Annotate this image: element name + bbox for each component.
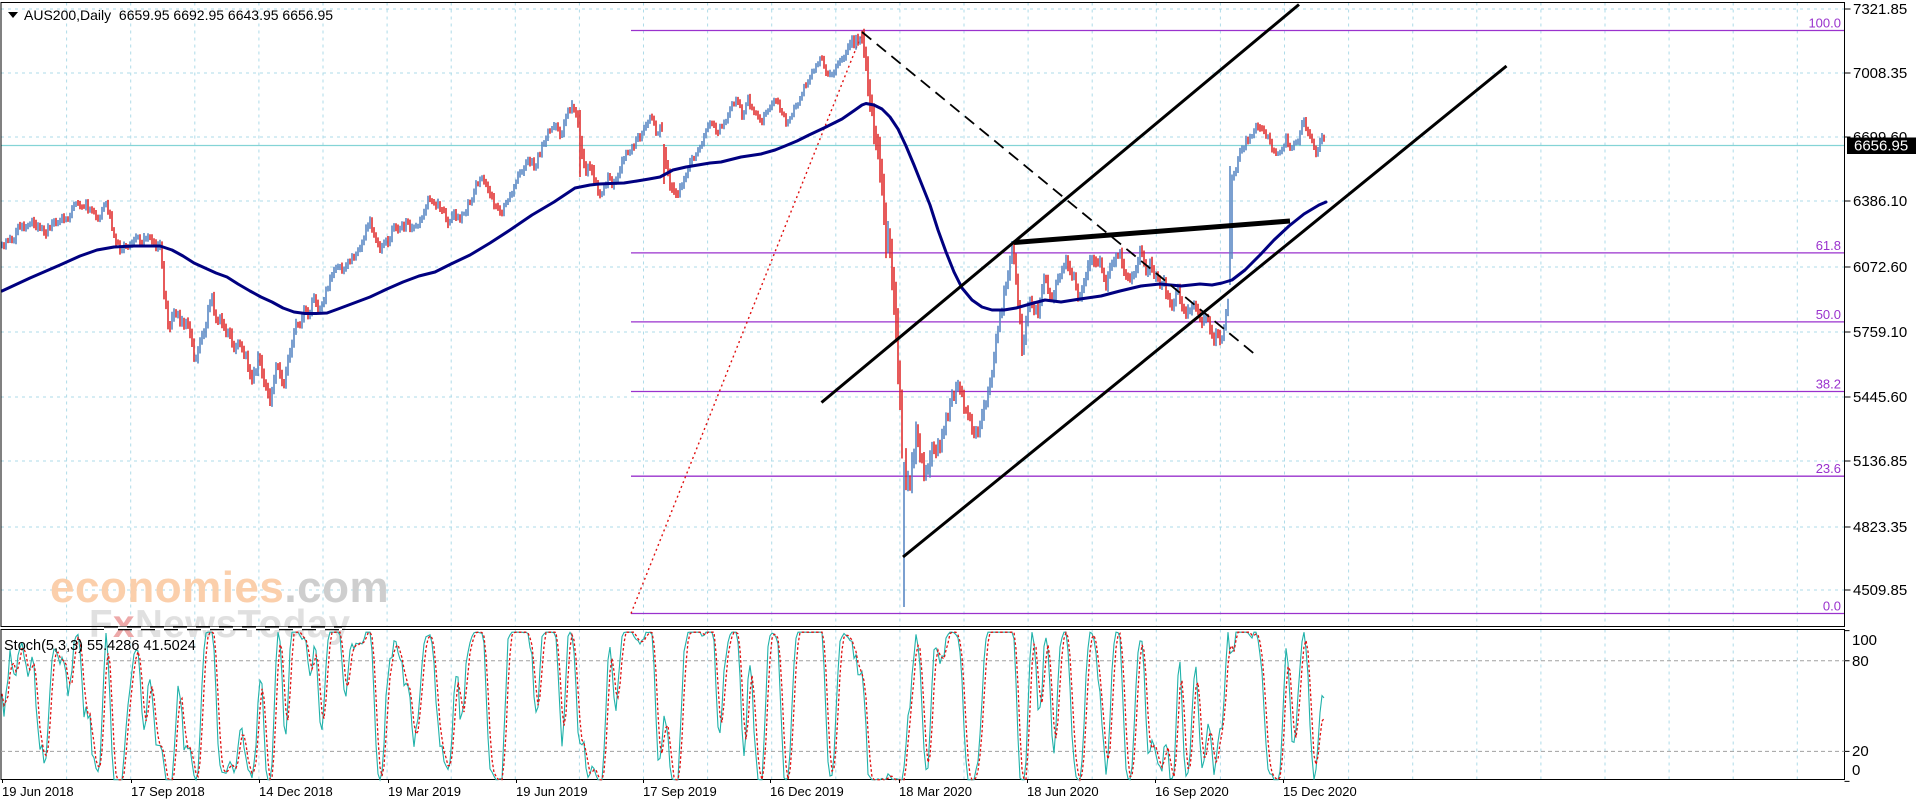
svg-text:50.0: 50.0 [1816,307,1841,322]
svg-text:17 Sep 2019: 17 Sep 2019 [643,784,717,799]
svg-text:14 Dec 2018: 14 Dec 2018 [259,784,333,799]
svg-text:38.2: 38.2 [1816,377,1841,392]
svg-text:7321.85: 7321.85 [1853,1,1907,18]
svg-text:5445.60: 5445.60 [1853,389,1907,406]
svg-text:19 Jun 2018: 19 Jun 2018 [2,784,74,799]
svg-text:16 Sep 2020: 16 Sep 2020 [1155,784,1229,799]
svg-text:0: 0 [1852,762,1860,779]
svg-text:100.0: 100.0 [1808,16,1841,31]
svg-text:5759.10: 5759.10 [1853,324,1907,341]
svg-text:19 Jun 2019: 19 Jun 2019 [516,784,588,799]
svg-text:19 Mar 2019: 19 Mar 2019 [388,784,461,799]
svg-text:6386.10: 6386.10 [1853,193,1907,210]
svg-text:23.6: 23.6 [1816,461,1841,476]
svg-text:FxNewsToday: FxNewsToday [89,603,351,646]
svg-text:6072.60: 6072.60 [1853,259,1907,276]
svg-text:6656.95: 6656.95 [1854,138,1908,155]
svg-text:4823.35: 4823.35 [1853,519,1907,536]
svg-text:100: 100 [1852,632,1877,649]
svg-text:economies.com: economies.com [50,563,389,612]
svg-text:17 Sep 2018: 17 Sep 2018 [131,784,205,799]
svg-text:0.0: 0.0 [1823,599,1841,614]
svg-text:4509.85: 4509.85 [1853,582,1907,599]
svg-text:20: 20 [1852,743,1869,760]
svg-text:15 Dec 2020: 15 Dec 2020 [1283,784,1357,799]
svg-text:AUS200,Daily 6659.95 6692.95: AUS200,Daily 6659.95 6692.95 6643.95 665… [24,7,333,23]
svg-text:16 Dec 2019: 16 Dec 2019 [770,784,844,799]
svg-text:7008.35: 7008.35 [1853,65,1907,82]
svg-text:5136.85: 5136.85 [1853,453,1907,470]
svg-text:18 Mar 2020: 18 Mar 2020 [899,784,972,799]
svg-text:Stoch(5,3,3) 55.4286 41.5024: Stoch(5,3,3) 55.4286 41.5024 [4,638,196,654]
svg-text:61.8: 61.8 [1816,238,1841,253]
svg-text:18 Jun 2020: 18 Jun 2020 [1027,784,1099,799]
svg-text:80: 80 [1852,653,1869,670]
